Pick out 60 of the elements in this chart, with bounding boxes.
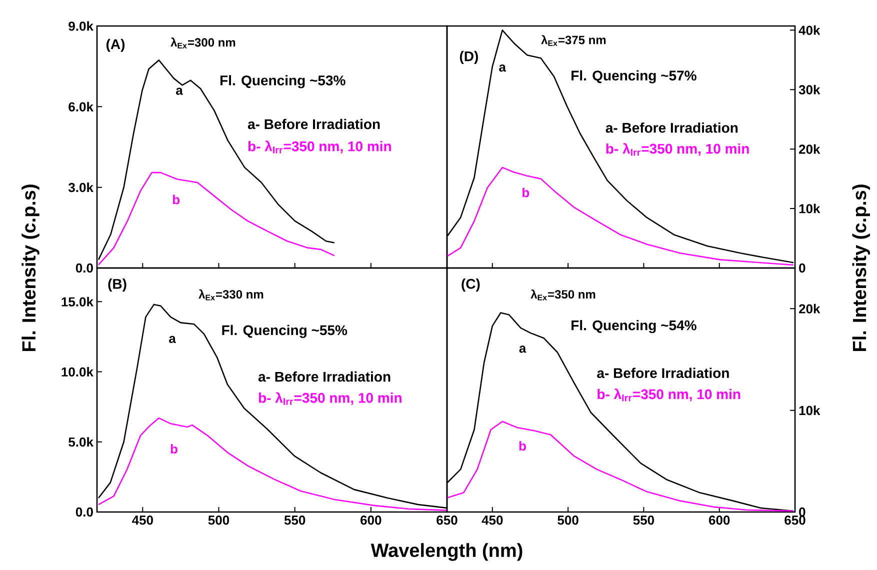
annotation: (A) bbox=[106, 38, 125, 52]
y-tick-label: 6.0k bbox=[68, 102, 94, 112]
series-label: a- Before Irradiation bbox=[597, 368, 729, 378]
y-tick-label: 10.0k bbox=[62, 366, 94, 377]
x-tick-label: 550 bbox=[633, 516, 654, 525]
annotation: λ$_{Ex}$=300 nm bbox=[170, 38, 236, 48]
annotation: λ$_{Ex}$=330 nm bbox=[198, 289, 264, 300]
annotation: λ$_{Ex}$=350 nm bbox=[530, 289, 596, 300]
x-tick-label: 650 bbox=[436, 516, 458, 525]
y-tick-label: 10k bbox=[799, 406, 820, 416]
annotation: Fl. Quencing ~57% bbox=[572, 70, 696, 84]
x-tick-label: 600 bbox=[360, 516, 382, 525]
annotation: Fl. Quencing ~53% bbox=[220, 75, 346, 88]
annotation: (B) bbox=[108, 278, 126, 292]
y-tick-label: 9.0k bbox=[68, 21, 94, 31]
line-series bbox=[447, 420, 794, 512]
x-axis-title: Wavelength (nm) bbox=[370, 543, 522, 561]
annotation: a bbox=[499, 64, 506, 72]
annotation: a bbox=[519, 346, 526, 353]
x-tick-label: 600 bbox=[708, 516, 730, 525]
text: b- λ$_{Irr}$=350 nm, 10 min bbox=[248, 140, 391, 154]
y-tick-label: 40k bbox=[798, 25, 820, 35]
y-tick-label: 30k bbox=[798, 84, 820, 94]
y-tick-label: 20k bbox=[798, 304, 820, 314]
x-tick-label: 500 bbox=[558, 516, 578, 525]
y-tick-label: 0.0 bbox=[76, 263, 93, 273]
y-tick-label: 0.0 bbox=[76, 507, 93, 517]
annotation: b bbox=[170, 444, 178, 454]
y-tick-label: 3.0k bbox=[68, 182, 94, 192]
annotation: b bbox=[172, 194, 180, 204]
y-axis-title: Fl. Intensity (c.p.s) bbox=[852, 184, 870, 352]
series-label: a- Before Irradiation bbox=[248, 118, 380, 130]
y-tick-label: 15.0k bbox=[62, 296, 94, 306]
text: b- λ$_{Irr}$=350 nm, 10 min bbox=[258, 392, 402, 405]
y-tick-label: 10k bbox=[799, 204, 820, 214]
text: b- λ$_{Irr}$=350 nm, 10 min bbox=[598, 388, 740, 402]
annotation: b bbox=[519, 441, 526, 451]
series-label: a- Before Irradiation bbox=[258, 371, 390, 382]
x-tick-label: 650 bbox=[784, 516, 806, 525]
y-tick-label: 20k bbox=[798, 144, 820, 154]
annotation: Fl. Quencing ~54% bbox=[572, 320, 696, 334]
text: b- λ$_{Irr}$=350 nm, 10 min bbox=[606, 143, 749, 156]
x-tick-label: 500 bbox=[208, 516, 230, 525]
x-tick-label: 450 bbox=[132, 516, 153, 525]
y-tick-label: 0 bbox=[799, 507, 806, 517]
series-label: a- Before Irradiation bbox=[606, 122, 738, 133]
annotation: a bbox=[169, 336, 176, 344]
y-axis-title: Fl. Intensity (c.p.s) bbox=[22, 184, 40, 352]
x-tick-label: 450 bbox=[482, 516, 503, 525]
line-series bbox=[98, 172, 336, 266]
annotation: b bbox=[522, 188, 530, 198]
line-series bbox=[447, 166, 794, 266]
annotation: λ$_{Ex}$=375 nm bbox=[541, 35, 606, 46]
annotation: Fl. Quencing ~55% bbox=[222, 324, 348, 338]
y-tick-label: 0 bbox=[799, 263, 806, 273]
annotation: (D) bbox=[460, 50, 478, 64]
annotation: a bbox=[176, 88, 183, 95]
x-tick-label: 550 bbox=[284, 516, 306, 525]
y-tick-label: 5.0k bbox=[68, 437, 94, 447]
annotation: (C) bbox=[462, 278, 480, 292]
